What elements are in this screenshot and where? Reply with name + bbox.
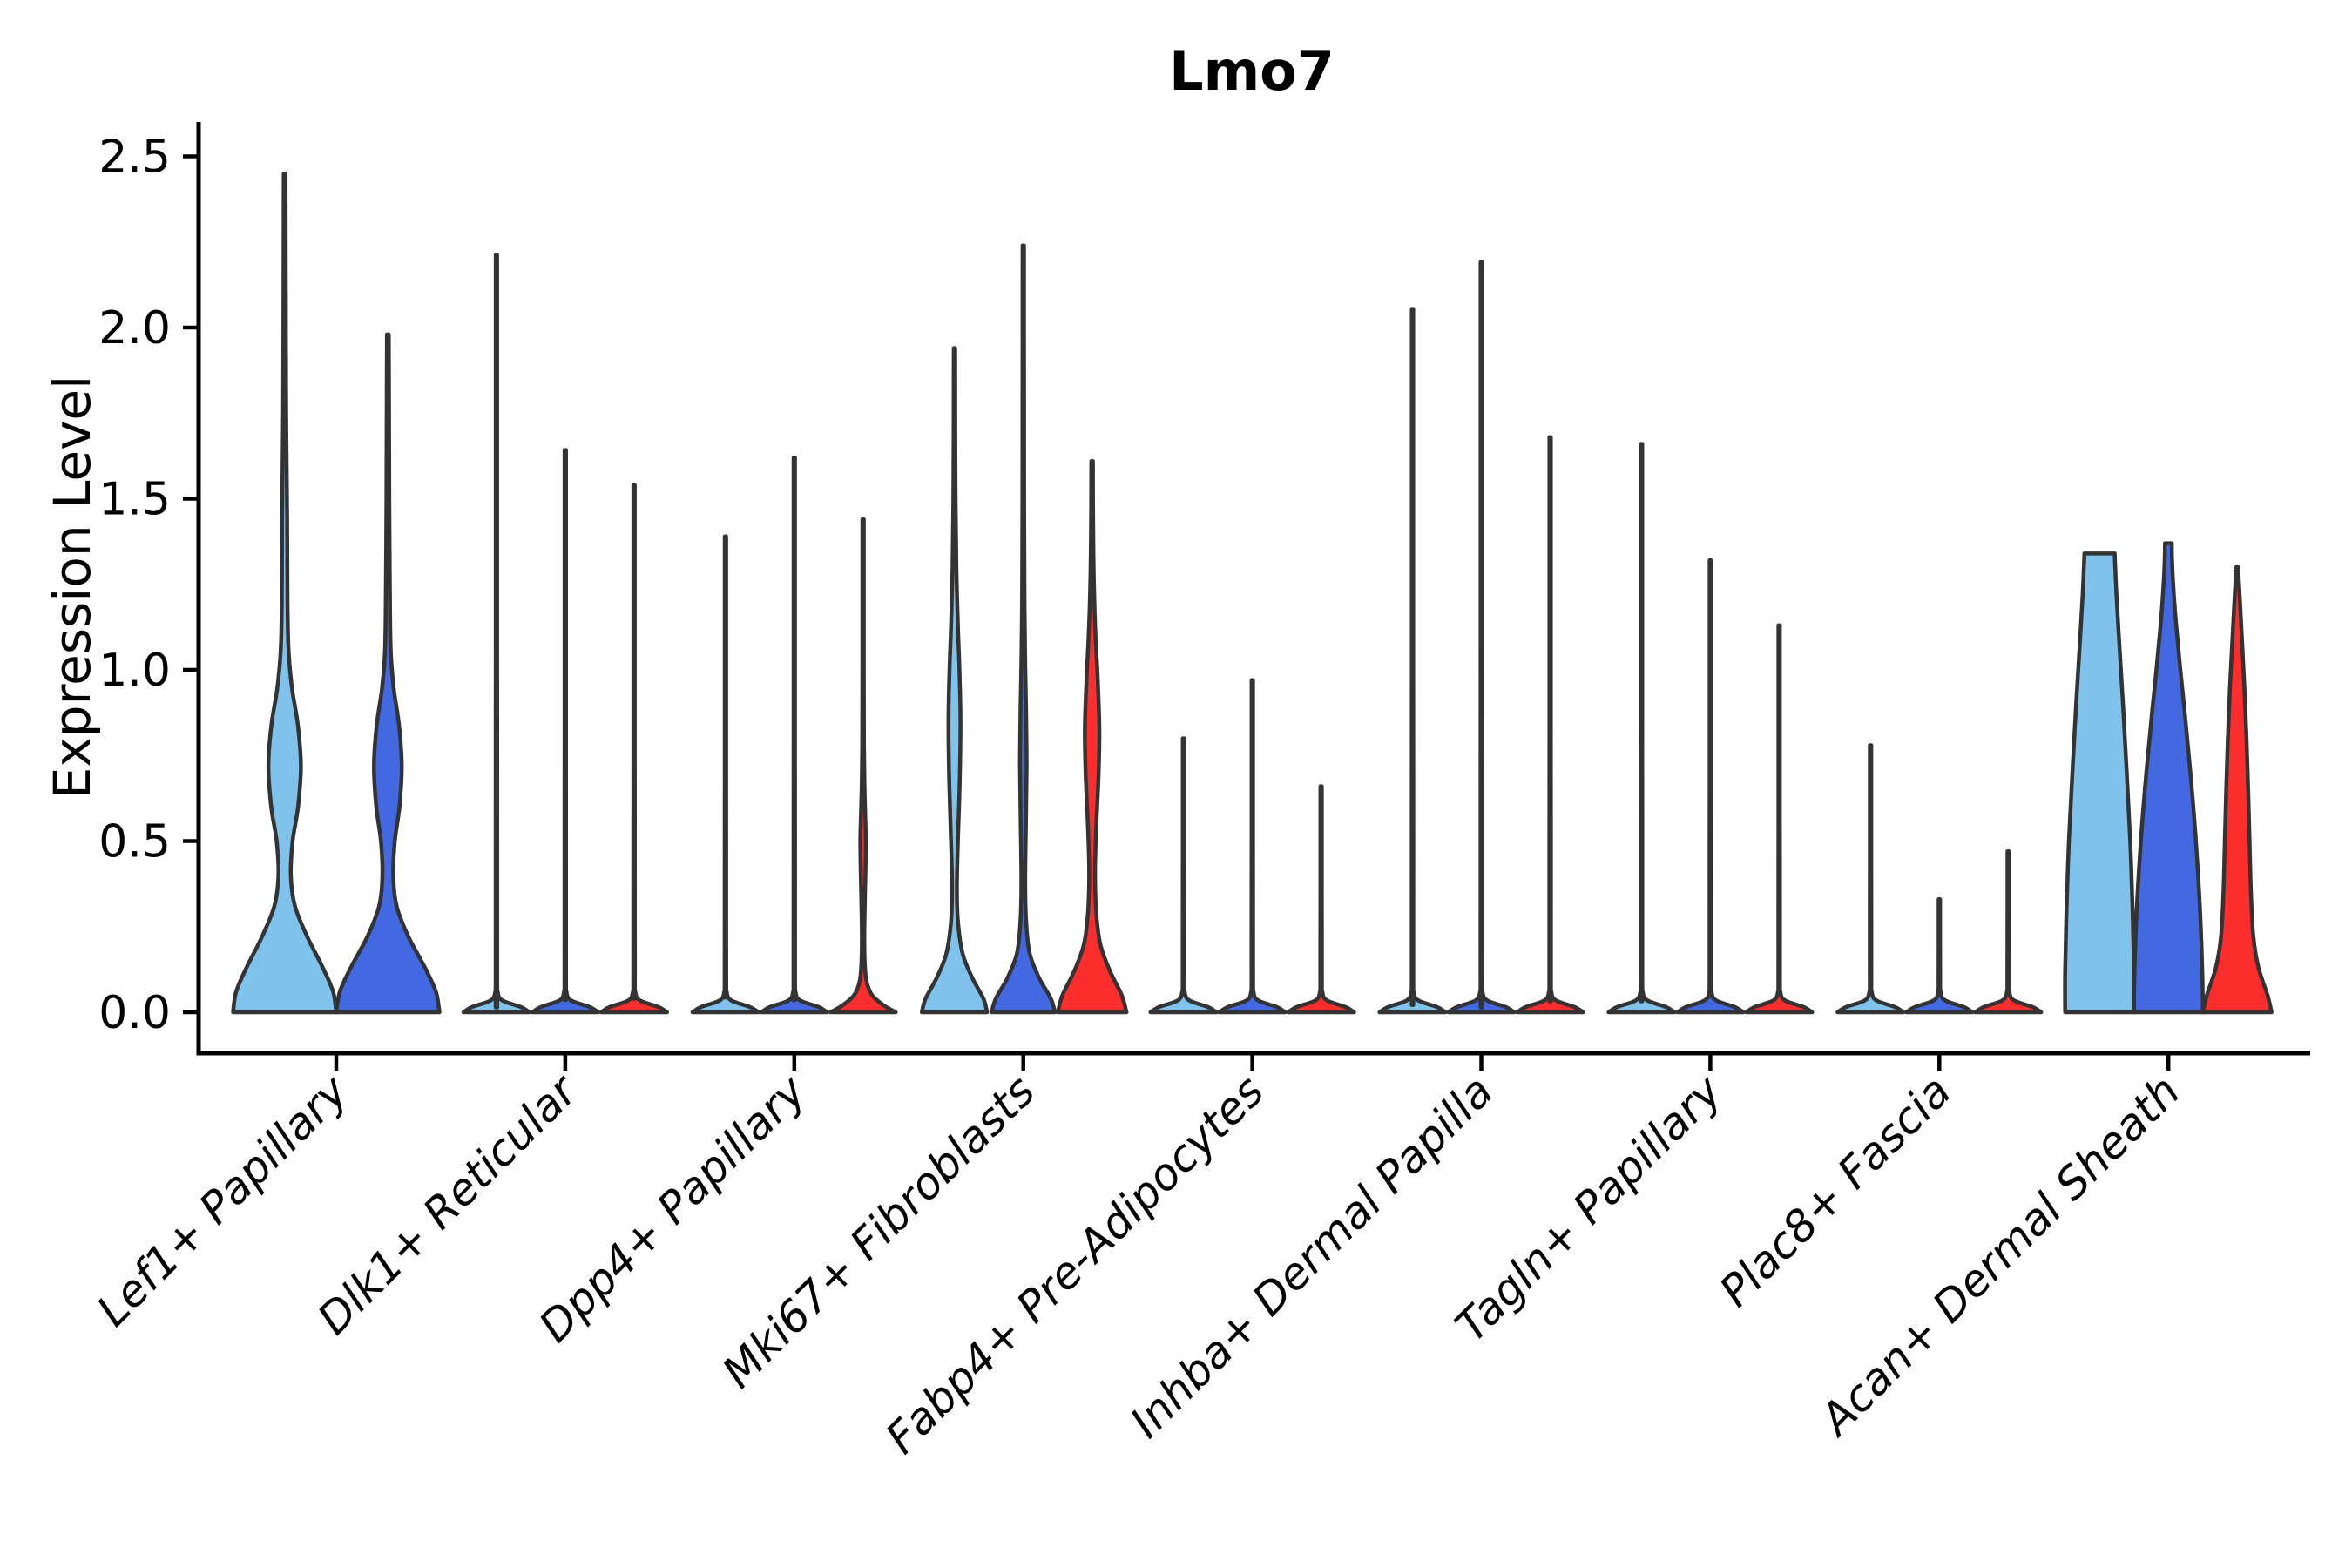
y-tick-label: 2.0: [98, 302, 171, 355]
violin-plac8-fascia-red: [1973, 849, 2044, 1015]
violin-fabp4-pre-adipocytes-royalblue: [1217, 678, 1288, 1015]
violin-mki67-fibroblasts-royalblue: [990, 243, 1058, 1015]
violin-tagln-papillary-royalblue: [1675, 558, 1746, 1015]
violin-fabp4-pre-adipocytes-skyblue: [1148, 736, 1219, 1015]
violin-inhba-dermal-papilla-skyblue: [1377, 307, 1448, 1015]
violin-inhba-dermal-papilla-royalblue: [1446, 260, 1517, 1015]
violin-dlk1-reticular-skyblue: [461, 253, 532, 1015]
violin-inhba-dermal-papilla-red: [1515, 435, 1585, 1015]
y-axis-label: Expression Level: [43, 375, 102, 799]
x-tick-label: Lef1+ Papillary: [87, 1064, 358, 1335]
chart-title: Lmo7: [1169, 39, 1335, 103]
x-tick-label: Plac8+ Fascia: [1710, 1065, 1961, 1316]
y-tick-label: 1.0: [98, 645, 171, 697]
violin-acan-dermal-sheath-royalblue: [2132, 541, 2205, 1015]
violin-acan-dermal-sheath-red: [2200, 564, 2274, 1015]
x-tick-label: Inhba+ Dermal Papilla: [1121, 1065, 1503, 1447]
y-axis-ticks: 0.0 0.5 1.0 1.5 2.0 2.5: [98, 132, 199, 1039]
x-tick-label: Fabp4+ Pre-Adipocytes: [876, 1065, 1274, 1463]
violin-mki67-fibroblasts-red: [1055, 459, 1129, 1015]
violin-acan-dermal-sheath-skyblue: [2063, 551, 2137, 1015]
violin-dlk1-reticular-red: [598, 483, 670, 1015]
violin-mki67-fibroblasts-skyblue: [919, 346, 990, 1015]
violin-lef1-papillary-skyblue: [231, 171, 339, 1015]
y-tick-label: 1.5: [98, 474, 171, 526]
violin-dpp4-papillary-royalblue: [759, 456, 829, 1015]
violin-dpp4-papillary-red: [828, 517, 898, 1015]
violin-plac8-fascia-skyblue: [1835, 743, 1906, 1015]
violin-dpp4-papillary-skyblue: [690, 534, 760, 1015]
violin-tagln-papillary-skyblue: [1606, 442, 1677, 1015]
violin-fabp4-pre-adipocytes-red: [1286, 784, 1356, 1015]
y-tick-label: 0.5: [98, 816, 171, 868]
y-tick-label: 0.0: [98, 987, 171, 1039]
y-tick-label: 2.5: [98, 132, 171, 184]
x-tick-label: Acan+ Dermal Sheath: [1809, 1065, 2190, 1446]
violin-plac8-fascia-royalblue: [1904, 897, 1975, 1015]
violin-lef1-papillary-royalblue: [334, 332, 442, 1015]
violin-tagln-papillary-red: [1744, 623, 1815, 1015]
violin-bodies: [231, 171, 2274, 1015]
violin-dlk1-reticular-royalblue: [530, 448, 601, 1015]
